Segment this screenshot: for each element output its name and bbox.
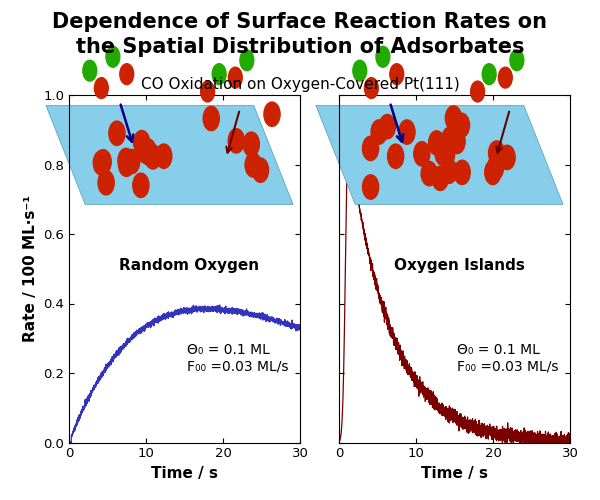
Circle shape	[379, 114, 395, 139]
X-axis label: Time / s: Time / s	[151, 466, 218, 481]
Circle shape	[133, 173, 149, 198]
Y-axis label: Rate / 100 ML·s⁻¹: Rate / 100 ML·s⁻¹	[23, 195, 38, 342]
Circle shape	[93, 150, 109, 175]
Circle shape	[253, 158, 269, 182]
Circle shape	[120, 64, 134, 84]
Circle shape	[454, 160, 470, 184]
Circle shape	[118, 152, 134, 176]
Circle shape	[470, 81, 485, 102]
Circle shape	[371, 120, 387, 144]
Circle shape	[212, 64, 226, 84]
Circle shape	[98, 170, 114, 195]
Circle shape	[485, 160, 501, 184]
Circle shape	[94, 78, 108, 98]
Polygon shape	[46, 106, 293, 204]
Text: Oxygen Islands: Oxygen Islands	[394, 258, 524, 273]
Text: Θ₀ = 0.1 ML
F₀₀ =0.03 ML/s: Θ₀ = 0.1 ML F₀₀ =0.03 ML/s	[187, 343, 289, 373]
Circle shape	[399, 120, 415, 144]
Circle shape	[442, 127, 458, 152]
Text: Random Oxygen: Random Oxygen	[119, 258, 259, 273]
Text: Dependence of Surface Reaction Rates on
the Spatial Distribution of Adsorbates: Dependence of Surface Reaction Rates on …	[53, 12, 548, 58]
Circle shape	[106, 46, 120, 67]
Circle shape	[482, 64, 496, 84]
Circle shape	[228, 128, 244, 153]
Circle shape	[118, 148, 134, 172]
Circle shape	[200, 81, 215, 102]
Circle shape	[134, 130, 150, 155]
Circle shape	[449, 130, 465, 154]
Circle shape	[264, 102, 280, 126]
Circle shape	[414, 142, 430, 166]
Circle shape	[439, 142, 455, 167]
Circle shape	[388, 144, 404, 169]
Text: Θ₀ = 0.1 ML
F₀₀ =0.03 ML/s: Θ₀ = 0.1 ML F₀₀ =0.03 ML/s	[457, 343, 559, 373]
Circle shape	[83, 60, 97, 81]
Circle shape	[499, 146, 515, 170]
Circle shape	[499, 67, 512, 88]
Circle shape	[124, 150, 140, 174]
Circle shape	[140, 139, 156, 163]
Circle shape	[364, 78, 378, 98]
Circle shape	[243, 132, 259, 156]
Polygon shape	[316, 106, 563, 204]
Circle shape	[240, 50, 254, 70]
Circle shape	[435, 141, 451, 166]
Circle shape	[137, 139, 154, 163]
Circle shape	[432, 166, 448, 190]
Circle shape	[141, 141, 157, 166]
Circle shape	[454, 113, 470, 138]
Circle shape	[487, 156, 503, 180]
Text: CO Oxidation on Oxygen-Covered Pt(111): CO Oxidation on Oxygen-Covered Pt(111)	[140, 78, 460, 92]
Circle shape	[376, 46, 390, 67]
X-axis label: Time / s: Time / s	[421, 466, 488, 481]
Circle shape	[362, 136, 379, 160]
Circle shape	[229, 67, 242, 88]
Circle shape	[421, 162, 437, 186]
Circle shape	[445, 106, 461, 130]
Circle shape	[510, 50, 524, 70]
Circle shape	[362, 175, 379, 199]
Circle shape	[245, 153, 261, 177]
Circle shape	[145, 144, 161, 169]
Circle shape	[109, 121, 125, 146]
Circle shape	[428, 131, 445, 155]
Circle shape	[390, 64, 404, 84]
Circle shape	[353, 60, 367, 81]
Circle shape	[95, 150, 111, 174]
Circle shape	[488, 141, 505, 166]
Circle shape	[441, 159, 457, 184]
Circle shape	[155, 144, 172, 169]
Circle shape	[203, 106, 220, 130]
